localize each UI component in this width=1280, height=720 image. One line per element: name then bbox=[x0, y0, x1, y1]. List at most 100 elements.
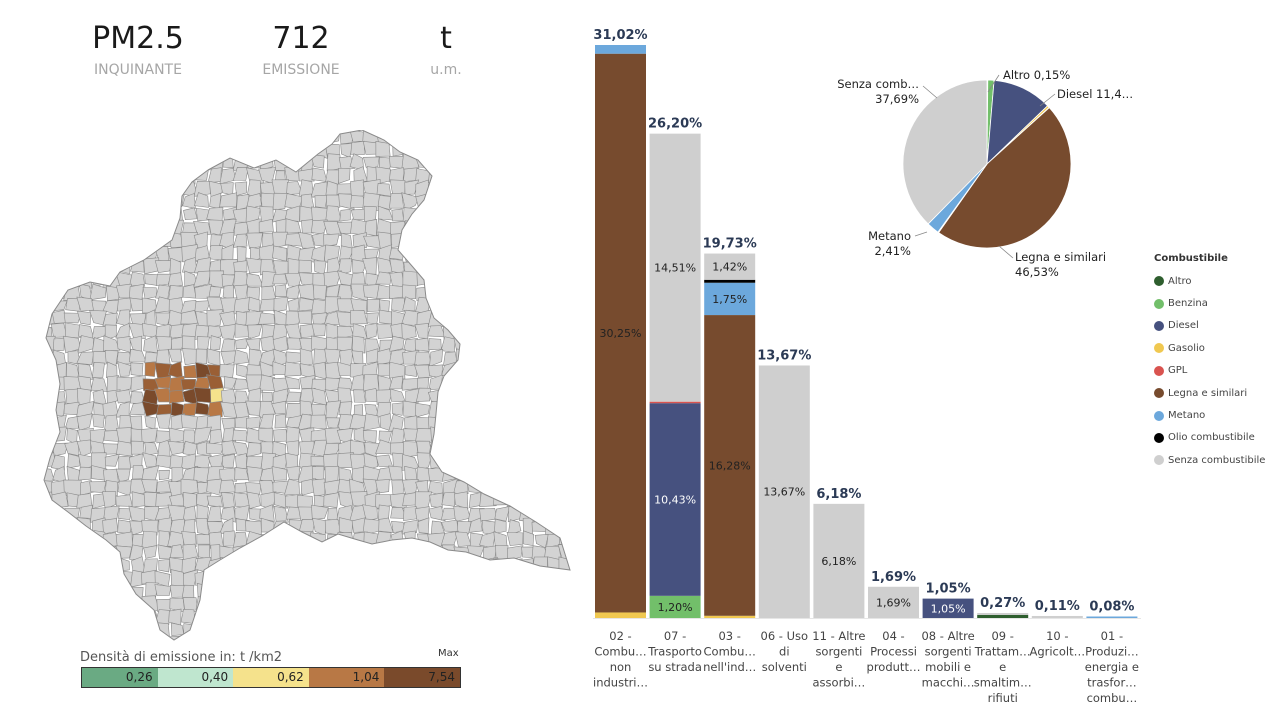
municipality[interactable] bbox=[560, 154, 575, 170]
municipality[interactable] bbox=[375, 140, 391, 157]
municipality[interactable] bbox=[519, 257, 535, 276]
municipality[interactable] bbox=[427, 219, 446, 234]
municipality[interactable] bbox=[402, 270, 419, 289]
municipality[interactable] bbox=[559, 247, 575, 260]
municipality[interactable] bbox=[468, 622, 485, 637]
municipality[interactable] bbox=[362, 374, 380, 392]
municipality[interactable] bbox=[298, 168, 315, 182]
municipality[interactable] bbox=[170, 622, 185, 636]
municipality[interactable] bbox=[144, 168, 160, 185]
legend-item-legna-e-similari[interactable]: Legna e similari bbox=[1154, 382, 1278, 404]
municipality[interactable] bbox=[558, 585, 573, 601]
municipality[interactable] bbox=[531, 623, 549, 637]
municipality[interactable] bbox=[273, 505, 289, 523]
bar-group[interactable] bbox=[1031, 615, 1083, 618]
municipality[interactable] bbox=[558, 452, 573, 468]
municipality[interactable] bbox=[181, 402, 198, 416]
municipality[interactable] bbox=[76, 130, 95, 144]
municipality[interactable] bbox=[167, 635, 186, 649]
municipality[interactable] bbox=[103, 335, 121, 352]
municipality[interactable] bbox=[390, 427, 405, 445]
municipality[interactable] bbox=[272, 245, 288, 262]
municipality[interactable] bbox=[531, 495, 550, 508]
municipality[interactable] bbox=[52, 337, 65, 352]
municipality[interactable] bbox=[522, 166, 537, 184]
municipality[interactable] bbox=[116, 155, 132, 170]
municipality[interactable] bbox=[325, 400, 342, 419]
municipality[interactable] bbox=[505, 401, 523, 417]
municipality[interactable] bbox=[533, 194, 547, 210]
municipality[interactable] bbox=[546, 610, 562, 624]
fuel-pie[interactable] bbox=[902, 79, 1072, 249]
municipality[interactable] bbox=[209, 635, 225, 649]
municipality[interactable] bbox=[141, 623, 159, 639]
municipality[interactable] bbox=[76, 218, 93, 233]
municipality[interactable] bbox=[143, 335, 158, 354]
municipality[interactable] bbox=[102, 194, 121, 209]
municipality[interactable] bbox=[116, 376, 134, 393]
municipality[interactable] bbox=[404, 179, 420, 195]
municipality[interactable] bbox=[77, 375, 93, 393]
municipality[interactable] bbox=[336, 558, 355, 573]
municipality[interactable] bbox=[468, 325, 485, 341]
municipality[interactable] bbox=[246, 582, 264, 600]
municipality[interactable] bbox=[206, 612, 222, 624]
municipality[interactable] bbox=[467, 348, 483, 366]
municipality[interactable] bbox=[325, 205, 342, 222]
municipality[interactable] bbox=[544, 182, 563, 195]
municipality[interactable] bbox=[313, 546, 327, 560]
municipality[interactable] bbox=[494, 481, 511, 495]
municipality[interactable] bbox=[40, 405, 55, 418]
municipality[interactable] bbox=[128, 130, 147, 144]
municipality[interactable] bbox=[78, 635, 92, 650]
municipality[interactable] bbox=[519, 220, 533, 236]
emissions-by-sector-chart[interactable]: 30,25%31,02%02 -Combu…nonindustri…1,20%1… bbox=[585, 20, 1145, 710]
municipality[interactable] bbox=[428, 338, 442, 351]
municipality[interactable] bbox=[245, 273, 264, 287]
municipality[interactable] bbox=[247, 556, 263, 574]
municipality[interactable] bbox=[182, 284, 197, 299]
municipality[interactable] bbox=[466, 296, 483, 311]
municipality[interactable] bbox=[467, 442, 485, 455]
municipality[interactable] bbox=[63, 583, 81, 600]
bar-group[interactable]: 16,28% 1,75% 1,42% bbox=[704, 253, 756, 618]
municipality[interactable] bbox=[350, 310, 368, 325]
municipality[interactable] bbox=[130, 608, 145, 624]
municipality[interactable] bbox=[89, 244, 105, 263]
municipality[interactable] bbox=[247, 130, 262, 142]
municipality[interactable] bbox=[493, 270, 510, 287]
municipality[interactable] bbox=[479, 610, 496, 627]
municipality[interactable] bbox=[518, 479, 537, 494]
municipality[interactable] bbox=[508, 636, 521, 650]
municipality[interactable] bbox=[571, 391, 580, 403]
municipality[interactable] bbox=[417, 517, 430, 534]
municipality[interactable] bbox=[54, 155, 68, 169]
municipality[interactable] bbox=[377, 195, 394, 211]
municipality[interactable] bbox=[232, 595, 247, 612]
municipality[interactable] bbox=[376, 466, 393, 483]
legend-item-olio-combustibile[interactable]: Olio combustibile bbox=[1154, 427, 1278, 449]
municipality[interactable] bbox=[336, 543, 354, 560]
bar-segment[interactable] bbox=[813, 503, 865, 618]
municipality[interactable] bbox=[506, 244, 523, 263]
municipality[interactable] bbox=[557, 506, 575, 520]
municipality[interactable] bbox=[102, 153, 121, 171]
municipality[interactable] bbox=[233, 569, 249, 586]
municipality[interactable] bbox=[428, 506, 446, 522]
municipality[interactable] bbox=[299, 337, 316, 353]
municipality[interactable] bbox=[401, 130, 417, 145]
municipality[interactable] bbox=[288, 297, 300, 311]
municipality[interactable] bbox=[350, 610, 368, 627]
municipality[interactable] bbox=[80, 532, 94, 548]
municipality[interactable] bbox=[495, 233, 509, 249]
municipality[interactable] bbox=[560, 517, 574, 533]
bar-group[interactable]: 1,69% bbox=[868, 586, 919, 618]
municipality[interactable] bbox=[417, 623, 431, 640]
municipality[interactable] bbox=[417, 143, 431, 158]
municipality[interactable] bbox=[349, 570, 367, 587]
municipality[interactable] bbox=[571, 531, 580, 547]
bar-segment[interactable] bbox=[595, 612, 646, 618]
municipality[interactable] bbox=[349, 635, 368, 650]
municipality[interactable] bbox=[558, 413, 574, 432]
municipality[interactable] bbox=[323, 622, 341, 636]
